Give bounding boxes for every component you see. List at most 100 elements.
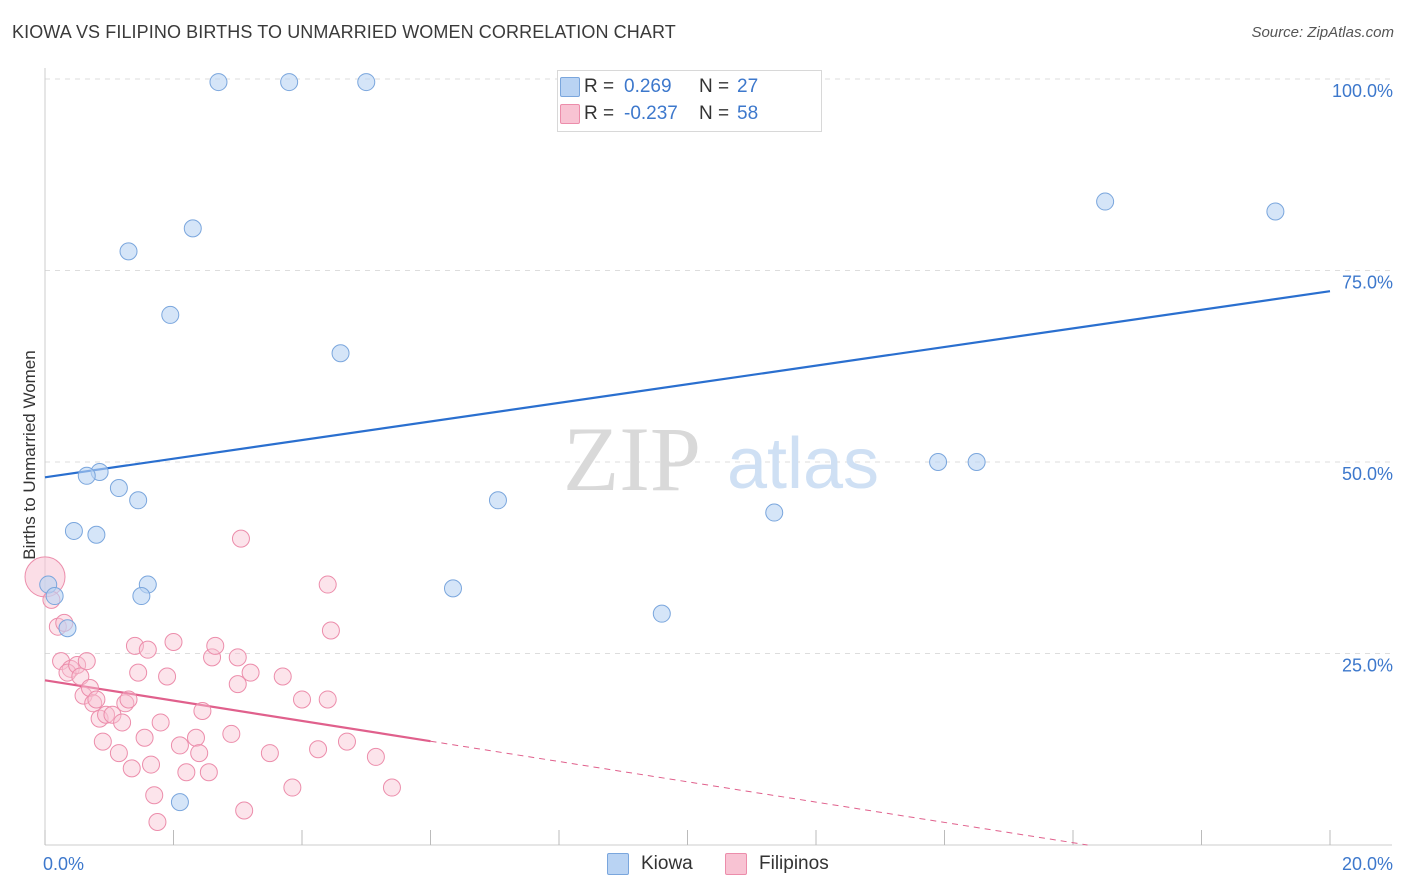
filipinos-point [199, 763, 218, 782]
legend-row-filipinos: R = -0.237 N = 58 [560, 101, 759, 127]
kiowa-r-value: 0.269 [624, 76, 672, 97]
filipinos-point [193, 701, 212, 720]
filipinos-point [122, 759, 141, 778]
kiowa-n-label: N = [699, 76, 730, 97]
kiowa-point [161, 305, 180, 324]
kiowa-point [132, 587, 151, 606]
filipinos-point [80, 678, 99, 697]
filipinos-point [260, 744, 279, 763]
filipinos-point [119, 690, 138, 709]
filipinos-n-value: 58 [737, 103, 759, 124]
filipinos-trend-solid [44, 679, 431, 743]
bottom-filipinos-swatch [725, 853, 747, 875]
filipinos-point [318, 690, 337, 709]
kiowa-trend-solid [44, 290, 1331, 479]
filipinos-point [321, 621, 340, 640]
kiowa-point [109, 479, 128, 498]
filipinos-point [382, 778, 401, 797]
filipinos-n-label: N = [699, 103, 730, 124]
filipinos-point [206, 636, 225, 655]
bottom-filipinos-label: Filipinos [759, 853, 829, 874]
kiowa-point [129, 491, 148, 510]
filipinos-point [228, 675, 247, 694]
filipinos-r-label: R = [584, 103, 615, 124]
kiowa-point [765, 503, 784, 522]
filipinos-point [203, 648, 222, 667]
kiowa-n-value: 27 [737, 76, 759, 97]
watermark-atlas: atlas [727, 424, 879, 504]
kiowa-point [119, 242, 138, 261]
kiowa-point [183, 219, 202, 238]
kiowa-point [1096, 192, 1115, 211]
y-tick-label-50: 50.0% [1342, 464, 1393, 484]
kiowa-point [652, 604, 671, 623]
filipinos-point [68, 655, 87, 674]
watermark-zip: ZIP [563, 408, 701, 510]
filipinos-point [222, 724, 241, 743]
filipinos-point [103, 705, 122, 724]
bottom-legend-filipinos: Filipinos [725, 852, 829, 876]
filipinos-point [145, 786, 164, 805]
kiowa-point [357, 73, 376, 92]
filipinos-point [235, 801, 254, 820]
filipinos-trend-dashed [430, 740, 1088, 846]
kiowa-point [1266, 202, 1285, 221]
filipinos-point [135, 728, 154, 747]
filipinos-point [71, 667, 90, 686]
filipinos-point [164, 633, 183, 652]
kiowa-point [77, 466, 96, 485]
filipinos-r-value: -0.237 [624, 103, 678, 124]
kiowa-point [45, 587, 64, 606]
filipinos-point [138, 640, 157, 659]
filipinos-swatch [560, 104, 580, 124]
kiowa-point [58, 619, 77, 638]
filipinos-point [129, 663, 148, 682]
filipinos-point [87, 690, 106, 709]
filipinos-point [273, 667, 292, 686]
legend-row-kiowa: R = 0.269 N = 27 [560, 74, 759, 100]
trend-lines [44, 290, 1331, 846]
axes [44, 68, 1392, 846]
y-tick-label-100: 100.0% [1332, 81, 1393, 101]
x-tick-label-0: 0.0% [43, 854, 84, 874]
filipinos-point [231, 529, 250, 548]
kiowa-point [170, 793, 189, 812]
correlation-legend: R = 0.269 N = 27 R = -0.237 N = 58 [557, 70, 822, 132]
kiowa-swatch [560, 77, 580, 97]
kiowa-r-label: R = [584, 76, 615, 97]
kiowa-point [929, 453, 948, 471]
kiowa-point [331, 344, 350, 363]
data-points [24, 73, 1285, 832]
kiowa-point [967, 453, 986, 471]
chart-title: KIOWA VS FILIPINO BIRTHS TO UNMARRIED WO… [12, 22, 676, 42]
kiowa-point [87, 525, 106, 544]
filipinos-point [293, 690, 311, 709]
watermark: ZIP atlas [563, 408, 879, 510]
kiowa-point [443, 579, 462, 598]
source-label: Source: ZipAtlas.com [1251, 24, 1394, 41]
filipinos-point [109, 744, 128, 763]
filipinos-point [241, 663, 260, 682]
filipinos-point [97, 705, 116, 724]
filipinos-point [186, 728, 205, 747]
y-axis-label: Births to Unmarried Women [20, 350, 39, 559]
filipinos-point [318, 575, 337, 594]
filipinos-point [177, 763, 196, 782]
tick-labels: 25.0% 50.0% 75.0% 100.0% 0.0% 20.0% [43, 81, 1393, 874]
kiowa-point [209, 73, 228, 92]
filipinos-point [366, 747, 385, 766]
kiowa-point [64, 521, 83, 540]
filipinos-point [170, 736, 189, 755]
filipinos-point [148, 813, 167, 832]
bottom-legend-kiowa: Kiowa [607, 852, 693, 876]
y-tick-label-75: 75.0% [1342, 273, 1393, 293]
filipinos-point [337, 732, 356, 751]
y-tick-label-25: 25.0% [1342, 656, 1393, 676]
filipinos-point [158, 667, 177, 686]
filipinos-point [190, 744, 209, 763]
filipinos-point [113, 713, 132, 732]
bottom-kiowa-label: Kiowa [641, 853, 693, 874]
x-tick-label-20: 20.0% [1342, 854, 1393, 874]
filipinos-point [309, 740, 328, 759]
